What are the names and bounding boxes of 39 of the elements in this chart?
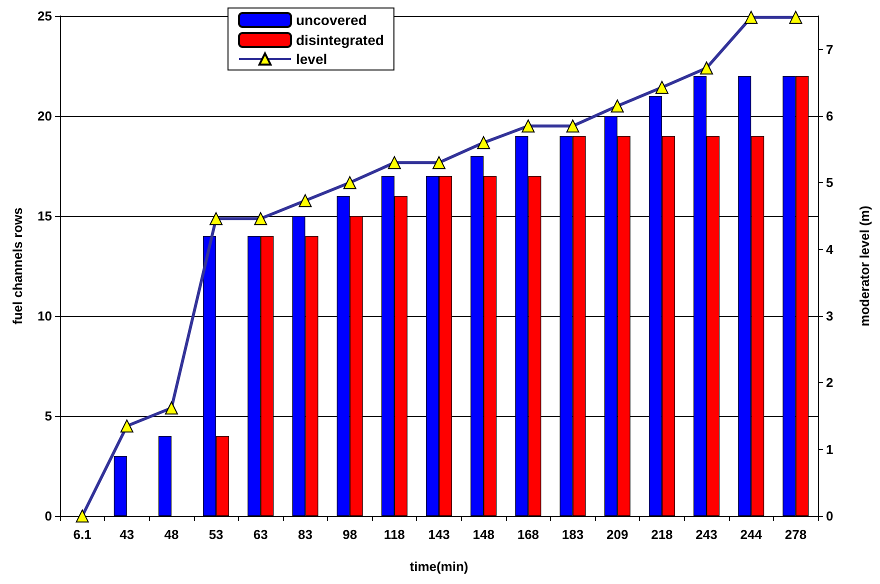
y-tick-label: 20 (38, 108, 52, 124)
y-tick-label: 10 (38, 308, 52, 324)
x-tick-label: 118 (384, 527, 405, 542)
x-tick-label: 244 (740, 527, 763, 542)
y2-tick-label: 5 (826, 175, 834, 190)
x-tick-label: 143 (428, 527, 450, 542)
x-tick-label: 48 (164, 527, 179, 542)
x-tick-label: 63 (253, 527, 268, 542)
x-tick-label: 278 (784, 527, 807, 542)
x-tick-label: 148 (472, 527, 494, 542)
y2-tick-label: 3 (826, 308, 834, 324)
y2-tick-label: 4 (826, 242, 834, 257)
y-tick-label: 25 (38, 8, 52, 24)
y-tick-label: 5 (44, 408, 52, 424)
y2-tick-label: 0 (826, 508, 834, 524)
x-tick-label: 243 (696, 527, 718, 542)
bar (158, 436, 172, 516)
y2-tick-label: 6 (826, 108, 834, 124)
x-tick-label: 183 (562, 527, 584, 542)
x-tick-label: 53 (208, 527, 224, 542)
y-tick-label: 15 (38, 208, 52, 224)
y2-axis-title: moderator level (m) (857, 206, 872, 326)
y2-tick-label: 1 (826, 442, 834, 457)
y-axis-title: fuel channels rows (10, 207, 25, 325)
legend-label: uncovered (296, 12, 367, 28)
x-tick-label: 209 (606, 527, 628, 542)
x-tick-label: 168 (517, 527, 540, 542)
x-tick-label: 218 (651, 527, 673, 542)
x-tick-label: 98 (342, 527, 358, 542)
x-tick-label: 6.1 (73, 527, 92, 542)
x-axis-title: time(min) (410, 559, 468, 574)
y2-tick-label: 2 (826, 375, 834, 390)
y-tick-label: 0 (44, 508, 52, 524)
legend-label: level (296, 51, 328, 67)
legend-label: disintegrated (296, 32, 384, 48)
x-tick-label: 43 (120, 527, 134, 542)
x-tick-label: 83 (298, 527, 312, 542)
y2-tick-label: 7 (826, 42, 834, 57)
bar (114, 456, 127, 516)
